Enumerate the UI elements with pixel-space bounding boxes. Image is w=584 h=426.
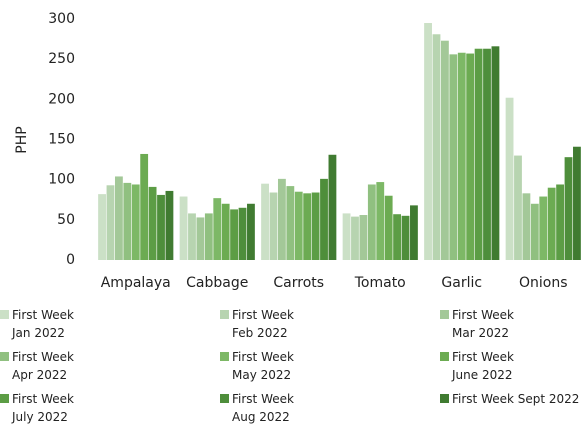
legend-label: First Week Sept 2022 — [452, 392, 580, 406]
bar — [539, 196, 548, 260]
bar — [238, 207, 247, 260]
bar — [269, 192, 278, 260]
legend-label: First Week Apr 2022 — [12, 350, 74, 382]
legend-item: First Week Jan 2022 — [0, 306, 220, 342]
bar — [328, 154, 337, 260]
legend-swatch — [440, 394, 449, 403]
bar — [303, 193, 312, 260]
y-axis-label: PHP — [14, 126, 30, 153]
legend-swatch — [220, 352, 229, 361]
bar — [123, 182, 132, 260]
legend-item: First Week Mar 2022 — [440, 306, 584, 342]
bar — [230, 209, 239, 260]
bar — [547, 187, 556, 260]
x-tick-label: Garlic — [441, 275, 482, 291]
bar — [213, 198, 222, 260]
y-tick-label: 150 — [48, 132, 75, 148]
legend-label: First Week Aug 2022 — [232, 392, 294, 424]
legend-item: First Week Feb 2022 — [220, 306, 440, 342]
bar — [440, 40, 449, 260]
bar — [376, 182, 385, 260]
legend-swatch — [0, 310, 9, 319]
legend-swatch — [220, 394, 229, 403]
bar — [148, 186, 157, 260]
bar — [505, 97, 514, 260]
bar — [221, 203, 230, 260]
y-tick-label: 200 — [48, 91, 75, 107]
legend-swatch — [0, 352, 9, 361]
x-tick-label: Onions — [519, 275, 568, 291]
bar — [98, 194, 106, 260]
bar — [491, 46, 500, 261]
bar — [432, 34, 441, 260]
bar — [514, 155, 522, 260]
bar — [424, 23, 432, 261]
bar — [351, 216, 359, 260]
bar — [247, 203, 255, 260]
bar — [114, 176, 123, 260]
bar — [483, 48, 491, 261]
bar — [522, 193, 531, 260]
bar — [196, 217, 205, 260]
bar — [393, 214, 402, 260]
legend-item: First Week Apr 2022 — [0, 348, 220, 384]
bar — [367, 184, 376, 260]
bar — [311, 192, 320, 260]
chart: PHP 0 50 100 150 200 250 300 Ampalaya Cabbage Car… — [14, 11, 581, 291]
legend: First Week Jan 2022 First Week Feb 2022 Fi… — [0, 306, 584, 426]
bar — [131, 184, 140, 260]
bar — [286, 186, 295, 260]
x-tick-label: Tomato — [354, 275, 406, 291]
bar — [556, 184, 565, 260]
bar — [342, 213, 351, 260]
legend-swatch — [0, 394, 9, 403]
legend-item: First Week Aug 2022 — [220, 390, 440, 426]
bar — [457, 52, 466, 260]
bar — [474, 48, 483, 261]
legend-label: First Week June 2022 — [452, 350, 514, 382]
legend-item: First Week July 2022 — [0, 390, 220, 426]
legend-item: First Week June 2022 — [440, 348, 584, 384]
legend-swatch — [220, 310, 229, 319]
bar — [320, 178, 328, 260]
bar — [294, 191, 303, 260]
legend-label: First Week Jan 2022 — [12, 308, 74, 340]
legend-label: First Week July 2022 — [12, 392, 74, 424]
legend-label: First Week Feb 2022 — [232, 308, 294, 340]
x-tick-label: Cabbage — [186, 275, 248, 291]
bar — [573, 146, 581, 260]
bar — [449, 54, 458, 261]
x-tick-label: Carrots — [273, 275, 324, 291]
y-tick-label: 0 — [66, 252, 75, 268]
bar — [106, 185, 115, 260]
legend-swatch — [440, 352, 449, 361]
bar — [466, 53, 475, 260]
x-tick-label: Ampalaya — [101, 275, 171, 291]
bar — [179, 196, 188, 260]
legend-label: First Week Mar 2022 — [452, 308, 514, 340]
legend-item: First Week May 2022 — [220, 348, 440, 384]
bar — [410, 205, 418, 260]
bar — [530, 203, 539, 260]
y-tick-label: 300 — [48, 11, 75, 27]
legend-item: First Week Sept 2022 — [440, 390, 584, 426]
bar — [401, 215, 410, 260]
y-tick-label: 50 — [57, 212, 75, 228]
bar — [140, 153, 149, 260]
y-tick-label: 100 — [48, 172, 75, 188]
legend-swatch — [440, 310, 449, 319]
bar — [384, 195, 393, 260]
y-tick-label: 250 — [48, 51, 75, 67]
bar — [157, 194, 165, 260]
bar — [165, 190, 174, 260]
bar — [188, 213, 196, 260]
bar — [277, 178, 286, 260]
bar — [564, 157, 573, 260]
bar — [359, 215, 368, 260]
legend-label: First Week May 2022 — [232, 350, 294, 382]
bar — [261, 183, 269, 260]
bar — [204, 213, 213, 260]
